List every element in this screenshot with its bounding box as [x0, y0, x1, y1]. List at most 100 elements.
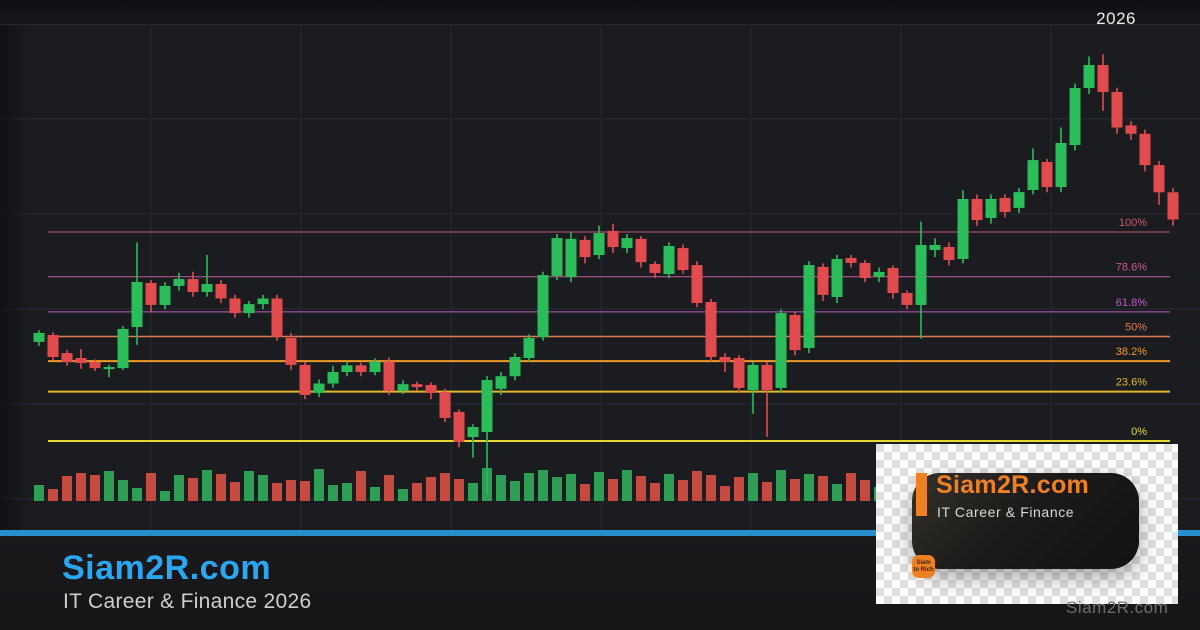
volume-bar: [720, 486, 730, 501]
candle: [733, 355, 745, 393]
candle-body: [89, 361, 101, 369]
candle: [551, 234, 563, 281]
candle-body: [551, 238, 563, 276]
candle-body: [159, 285, 171, 305]
candle-body: [495, 376, 507, 389]
candle: [565, 232, 577, 283]
candle: [47, 332, 59, 361]
candle-body: [677, 248, 689, 271]
candle-body: [229, 298, 241, 314]
fib-label-0%: 0%: [1131, 426, 1147, 438]
volume-bar: [804, 474, 814, 501]
volume-bar: [748, 473, 758, 501]
volume-bar: [132, 488, 142, 501]
siam-to-rich-badge: Siam to Rich: [912, 555, 935, 578]
logo-dark-panel: [912, 473, 1139, 569]
candle-body: [285, 337, 297, 365]
volume-bar: [174, 475, 184, 501]
volume-bar: [608, 479, 618, 501]
candle: [1027, 148, 1039, 195]
candle: [509, 353, 521, 381]
candle-body: [635, 238, 647, 263]
candle-body: [299, 364, 311, 396]
volume-bar: [272, 483, 282, 501]
candle-body: [887, 267, 899, 294]
volume-bar: [706, 475, 716, 501]
candle-body: [1027, 160, 1039, 190]
candle: [131, 242, 143, 345]
candle: [663, 242, 675, 278]
candle: [341, 361, 353, 377]
candle: [901, 290, 913, 310]
volume-bar: [188, 478, 198, 501]
volume-bar: [342, 483, 352, 501]
candle-body: [1055, 142, 1067, 188]
candle: [1153, 160, 1165, 205]
candle: [1041, 158, 1053, 193]
candle: [691, 261, 703, 308]
volume-bar: [524, 473, 534, 501]
volume-bar: [34, 485, 44, 501]
candle-body: [761, 364, 773, 391]
candle: [397, 380, 409, 394]
candle-body: [243, 304, 255, 314]
candle: [1111, 87, 1123, 134]
volume-bar: [552, 477, 562, 501]
candle-body: [271, 298, 283, 337]
candle-body: [789, 314, 801, 351]
candle-body: [719, 356, 731, 362]
volume-bar: [48, 489, 58, 501]
top-band: [0, 0, 1200, 25]
candle-body: [201, 284, 213, 292]
volume-bar: [846, 473, 856, 501]
candle: [1125, 121, 1137, 141]
candle: [943, 242, 955, 266]
volume-bar: [384, 475, 394, 501]
candle: [831, 254, 843, 304]
candle-body: [33, 332, 45, 342]
candle: [33, 330, 45, 346]
volume-bar: [622, 470, 632, 501]
candle: [117, 326, 129, 370]
candle-body: [537, 275, 549, 337]
candle: [327, 365, 339, 388]
candle: [761, 361, 773, 437]
candle-body: [859, 262, 871, 278]
volume-bar: [594, 472, 604, 501]
candle: [803, 261, 815, 354]
candle-body: [1153, 165, 1165, 193]
candle-body: [747, 364, 759, 391]
candle: [817, 263, 829, 301]
candle-body: [971, 198, 983, 221]
candle: [383, 357, 395, 396]
candle-body: [565, 238, 577, 277]
candle-body: [579, 239, 591, 258]
volume-bar: [230, 482, 240, 501]
candle: [299, 361, 311, 400]
volume-bar: [790, 479, 800, 501]
volume-bar: [636, 476, 646, 501]
logo-watermark-card: Siam2R.com IT Career & Finance Siam to R…: [876, 444, 1178, 604]
volume-bar: [76, 473, 86, 501]
candle-body: [1167, 192, 1179, 220]
badge-line2: to Rich: [913, 566, 934, 573]
candle-body: [1097, 65, 1109, 92]
candle: [61, 350, 73, 366]
volume-bar: [62, 476, 72, 501]
candle-body: [355, 365, 367, 373]
volume-bar: [496, 475, 506, 501]
candle: [369, 358, 381, 376]
candle-body: [1013, 192, 1025, 208]
candle-body: [523, 337, 535, 359]
volume-bar: [762, 482, 772, 501]
volume-bar: [328, 485, 338, 501]
volume-bar: [258, 475, 268, 501]
candle-body: [593, 233, 605, 255]
volume-bar: [678, 480, 688, 501]
candle: [75, 349, 87, 369]
candle: [677, 244, 689, 274]
logo-tagline: IT Career & Finance: [937, 504, 1075, 520]
candle: [887, 265, 899, 299]
volume-bar: [202, 470, 212, 501]
